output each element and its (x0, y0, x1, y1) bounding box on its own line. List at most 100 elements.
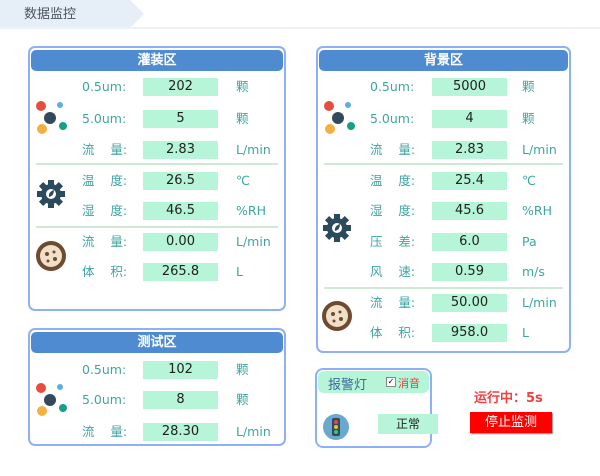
data-row: 流 量: 28.30 L/min (82, 423, 312, 441)
data-row: 0.5um: 202 颗 (82, 78, 312, 96)
row-unit: Pa (522, 234, 537, 249)
data-row: 0.5um: 102 颗 (82, 361, 312, 379)
data-row: 温 度: 26.5 ℃ (82, 172, 312, 190)
row-unit: 颗 (236, 392, 249, 407)
data-row: 体 积: 265.8 L (82, 263, 312, 281)
row-value: 28.30 (143, 423, 218, 441)
row-unit: %RH (236, 203, 266, 218)
alarm-status: 正常 (378, 414, 438, 434)
data-row: 5.0um: 4 颗 (370, 110, 600, 128)
row-label: 5.0um: (82, 111, 127, 126)
row-unit: L/min (522, 142, 557, 157)
filling-zone-panel: 灌装区 0.5um: 202 颗 5.0um: 5 颗流 量: 2.83 L/min 温 度: 2… (28, 46, 286, 311)
row-value: 0.00 (143, 233, 218, 251)
row-value: 46.5 (143, 202, 218, 220)
row-label: 湿 度: (82, 203, 128, 218)
gear-leaf-icon (322, 213, 352, 247)
row-value: 50.00 (432, 294, 507, 312)
row-label: 流 量: (370, 142, 416, 157)
data-row: 压 差: 6.0 Pa (370, 233, 600, 251)
row-value: 45.6 (432, 202, 507, 220)
row-unit: L/min (236, 142, 271, 157)
particle-molecule-icon (35, 100, 69, 140)
divider (36, 226, 278, 228)
mute-checkbox[interactable]: ✓ (386, 377, 396, 387)
alarm-light-panel: 报警灯 ✓ 消音 正常 (315, 368, 438, 448)
row-value: 5 (143, 110, 218, 128)
row-value: 202 (143, 78, 218, 96)
divider (0, 27, 600, 29)
row-value: 8 (143, 391, 218, 409)
alarm-title: 报警灯 (328, 378, 368, 393)
row-label: 0.5um: (370, 79, 415, 94)
row-value: 4 (432, 110, 507, 128)
row-value: 102 (143, 361, 218, 379)
row-value: 265.8 (143, 263, 218, 281)
tab-label: 数据监控 (24, 7, 77, 22)
row-label: 5.0um: (82, 392, 127, 407)
data-row: 温 度: 25.4 ℃ (370, 172, 600, 190)
data-row: 流 量: 50.00 L/min (370, 294, 600, 312)
row-unit: 颗 (522, 111, 535, 126)
data-row: 流 量: 2.83 L/min (82, 141, 312, 159)
row-unit: L (236, 264, 243, 279)
row-value: 5000 (432, 78, 507, 96)
row-label: 流 量: (82, 424, 128, 439)
data-row: 流 量: 2.83 L/min (370, 141, 600, 159)
panel-title: 背景区 (319, 50, 568, 71)
mute-label: 消音 (398, 377, 420, 390)
row-unit: 颗 (236, 111, 249, 126)
row-label: 5.0um: (370, 111, 415, 126)
row-label: 0.5um: (82, 79, 127, 94)
data-row: 5.0um: 5 颗 (82, 110, 312, 128)
row-label: 风 速: (370, 264, 416, 279)
row-label: 体 积: (82, 264, 128, 279)
particle-molecule-icon (323, 100, 357, 140)
row-unit: L/min (522, 295, 557, 310)
row-value: 6.0 (432, 233, 507, 251)
data-row: 5.0um: 8 颗 (82, 391, 312, 409)
row-unit: L (522, 325, 529, 340)
row-label: 体 积: (370, 325, 416, 340)
particle-molecule-icon (35, 382, 69, 422)
sample-dish-icon (35, 240, 67, 276)
row-value: 2.83 (143, 141, 218, 159)
data-row: 体 积: 958.0 L (370, 324, 600, 342)
row-label: 流 量: (82, 142, 128, 157)
row-value: 25.4 (432, 172, 507, 190)
test-zone-panel: 测试区 0.5um: 102 颗 5.0um: 8 颗流 量: 28.30 L/min (28, 328, 286, 446)
background-zone-panel: 背景区 0.5um: 5000 颗 5.0um: 4 颗流 量: 2.83 L/min 温 度:… (316, 46, 571, 353)
row-unit: %RH (522, 203, 552, 218)
data-row: 湿 度: 46.5 %RH (82, 202, 312, 220)
row-unit: ℃ (236, 173, 251, 188)
row-unit: 颗 (236, 362, 249, 377)
row-label: 压 差: (370, 234, 416, 249)
row-value: 0.59 (432, 263, 507, 281)
row-unit: m/s (522, 264, 545, 279)
panel-title: 灌装区 (31, 50, 283, 71)
row-unit: L/min (236, 234, 271, 249)
tab-data-monitor[interactable]: 数据监控 (0, 0, 144, 28)
row-label: 湿 度: (370, 203, 416, 218)
row-value: 26.5 (143, 172, 218, 190)
row-value: 2.83 (432, 141, 507, 159)
row-label: 0.5um: (82, 362, 127, 377)
divider (324, 163, 563, 165)
data-row: 0.5um: 5000 颗 (370, 78, 600, 96)
row-label: 温 度: (82, 173, 128, 188)
row-label: 流 量: (370, 295, 416, 310)
panel-title: 测试区 (31, 332, 283, 353)
row-unit: 颗 (522, 79, 535, 94)
row-value: 958.0 (432, 324, 507, 342)
row-unit: L/min (236, 424, 271, 439)
data-row: 风 速: 0.59 m/s (370, 263, 600, 281)
run-status: 运行中：5s (474, 391, 543, 406)
row-unit: ℃ (522, 173, 537, 188)
sample-dish-icon (321, 300, 353, 336)
row-label: 流 量: (82, 234, 128, 249)
traffic-light-icon (323, 414, 349, 440)
stop-monitor-button[interactable]: 停止监测 (470, 412, 552, 433)
data-row: 湿 度: 45.6 %RH (370, 202, 600, 220)
divider (36, 163, 278, 165)
divider (324, 287, 563, 289)
